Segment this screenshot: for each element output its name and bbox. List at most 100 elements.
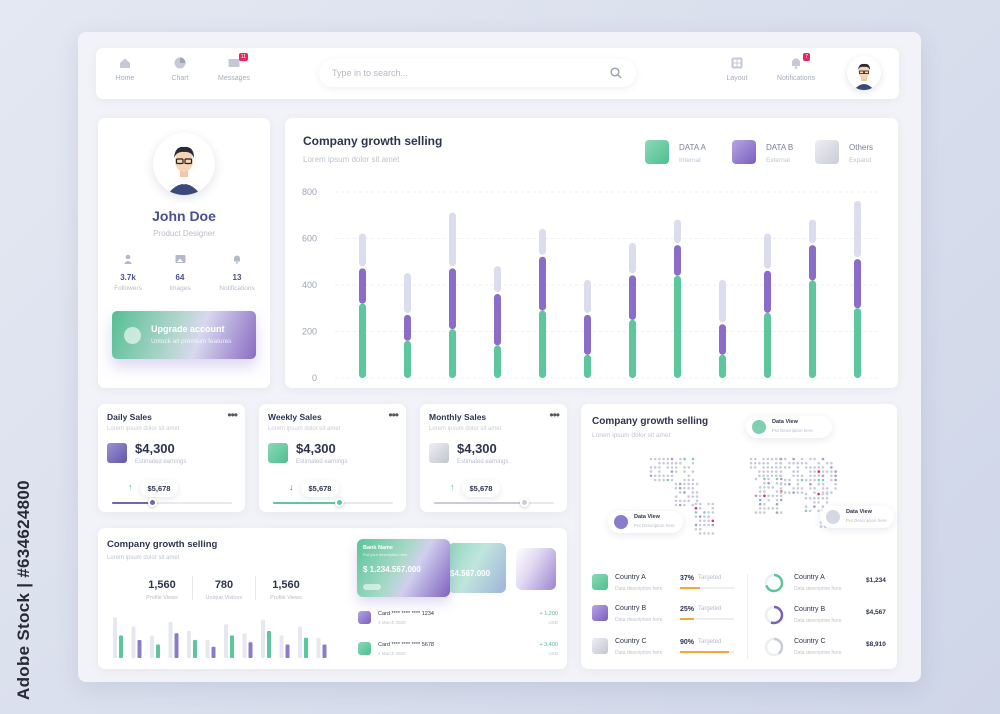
map-dot [711, 519, 715, 523]
bar-segment-others[interactable] [449, 212, 456, 267]
bar-segment-data-b[interactable] [809, 245, 816, 281]
country-row[interactable]: Country C Data description here 90% Targ… [592, 638, 742, 658]
bar-segment-others[interactable] [719, 280, 726, 323]
bar-segment-others[interactable] [809, 219, 816, 244]
upgrade-account-button[interactable]: Upgrade account Unlock all premium featu… [112, 311, 256, 359]
map-dot [817, 478, 821, 482]
bar-segment-data-b[interactable] [539, 256, 546, 311]
bar-segment-data-a[interactable] [494, 345, 501, 378]
bar-segment-others[interactable] [539, 228, 546, 255]
transaction-row[interactable]: Card **** **** **** 5678 4 March 2020 + … [358, 641, 558, 661]
map-dot [691, 461, 695, 465]
bar-segment-data-a[interactable] [449, 329, 456, 378]
bar-segment-data-b[interactable] [404, 314, 411, 341]
bar-segment-others[interactable] [764, 233, 771, 269]
nav-home[interactable]: Home [100, 56, 150, 82]
donut-row[interactable]: Country A Data description here $1,234 [764, 573, 889, 597]
notifications-label: Notifications [219, 285, 255, 292]
daily-sales-slider-handle[interactable] [147, 498, 157, 507]
country-percent: 25% [680, 606, 695, 613]
bar-segment-data-b[interactable] [719, 324, 726, 355]
bar-segment-data-b[interactable] [629, 275, 636, 320]
bar-segment-others[interactable] [359, 233, 366, 267]
bar-segment-data-b[interactable] [449, 268, 456, 330]
bar-segment-data-a[interactable] [719, 354, 726, 378]
map-dot [698, 506, 702, 510]
nav-layout[interactable]: Layout [712, 56, 762, 82]
bar-segment-others[interactable] [629, 242, 636, 274]
user-avatar[interactable] [847, 56, 881, 90]
country-name: Country A [615, 574, 646, 581]
nav-notifications[interactable]: 7 Notifications [768, 53, 824, 82]
bar-segment-others[interactable] [584, 280, 591, 313]
progress-fill [680, 651, 729, 653]
bar-segment-others[interactable] [854, 200, 861, 258]
map-dot [783, 478, 787, 482]
bar-segment-data-b[interactable] [359, 268, 366, 304]
country-row[interactable]: Country B Data description here 25% Targ… [592, 605, 742, 625]
bar-segment-data-a[interactable] [404, 340, 411, 378]
bar-segment-data-a[interactable] [584, 354, 591, 378]
map-dot [830, 470, 833, 473]
bar-segment-data-b[interactable] [494, 293, 501, 346]
map-dot [792, 470, 795, 473]
map-dot [813, 491, 816, 494]
search-input[interactable]: Type in to search... [319, 59, 636, 87]
bar-segment-data-a[interactable] [764, 312, 771, 378]
transaction-row[interactable]: Card **** **** **** 1234 3 March 2020 + … [358, 610, 558, 630]
bar-segment-data-a[interactable] [539, 310, 546, 378]
map-dot [658, 461, 661, 465]
map-dot [683, 478, 686, 482]
bar-segment-data-b[interactable] [854, 259, 861, 309]
map-dot [800, 474, 804, 478]
bar-segment-data-a[interactable] [809, 280, 816, 378]
more-options-icon[interactable]: ••• [549, 408, 560, 422]
growth-chart-title: Company growth selling [303, 134, 443, 148]
map-dot [749, 466, 753, 469]
more-options-icon[interactable]: ••• [227, 408, 238, 422]
map-tag-title: Data View [634, 514, 660, 520]
map-dot [821, 496, 825, 500]
bar-segment-others[interactable] [404, 273, 411, 313]
bank-card-middle[interactable]: $4.567.000 [448, 543, 506, 593]
bar-segment-data-a[interactable] [674, 275, 681, 378]
bank-card-back[interactable] [516, 548, 556, 590]
nav-messages[interactable]: 11 Messages [209, 53, 259, 82]
map-dot [779, 494, 783, 498]
map-dot [678, 503, 682, 507]
country-row[interactable]: Country A Data description here 37% Targ… [592, 574, 742, 594]
bar-segment-data-b[interactable] [764, 270, 771, 313]
donut-row[interactable]: Country C Data description here $8,910 [764, 637, 889, 661]
transaction-amount: + 1,200 [539, 611, 558, 617]
bar-segment-data-a[interactable] [359, 303, 366, 378]
map-dot [691, 486, 695, 490]
weekly-sales-slider-handle[interactable] [335, 498, 344, 507]
map-dot [817, 470, 821, 473]
divider [255, 576, 256, 600]
daily-sales-card: Daily Sales ••• Lorem ipsum dolor sit am… [98, 404, 245, 512]
monthly-sales-slider-handle[interactable] [520, 498, 529, 507]
bar-segment-data-b[interactable] [584, 314, 591, 355]
search-icon[interactable] [610, 67, 622, 79]
bar-segment-data-a[interactable] [854, 308, 861, 378]
bar-segment-data-b[interactable] [674, 245, 681, 276]
mini-bar [285, 644, 290, 658]
map-dot [813, 457, 816, 461]
bank-card-front[interactable]: Bank Name Put your description here $ 1.… [357, 539, 450, 597]
map-data-tag[interactable]: Data View Put Description here [820, 506, 894, 528]
nav-notifications-label: Notifications [776, 75, 816, 82]
bar-segment-others[interactable] [494, 266, 501, 292]
y-tick-label: 0 [312, 373, 317, 383]
progress-track [680, 618, 734, 620]
nav-layout-label: Layout [726, 75, 748, 82]
map-dot [767, 486, 770, 489]
map-data-tag[interactable]: Data View Put Description here [746, 416, 832, 438]
legend-data-b-name: DATA B [766, 143, 794, 152]
map-dot [783, 466, 787, 469]
nav-chart[interactable]: Chart [155, 56, 205, 82]
bar-segment-others[interactable] [674, 219, 681, 244]
bar-segment-data-a[interactable] [629, 319, 636, 378]
donut-row[interactable]: Country B Data description here $4,567 [764, 605, 889, 629]
more-options-icon[interactable]: ••• [388, 408, 399, 422]
map-data-tag[interactable]: Data View Put Description here [608, 511, 683, 533]
